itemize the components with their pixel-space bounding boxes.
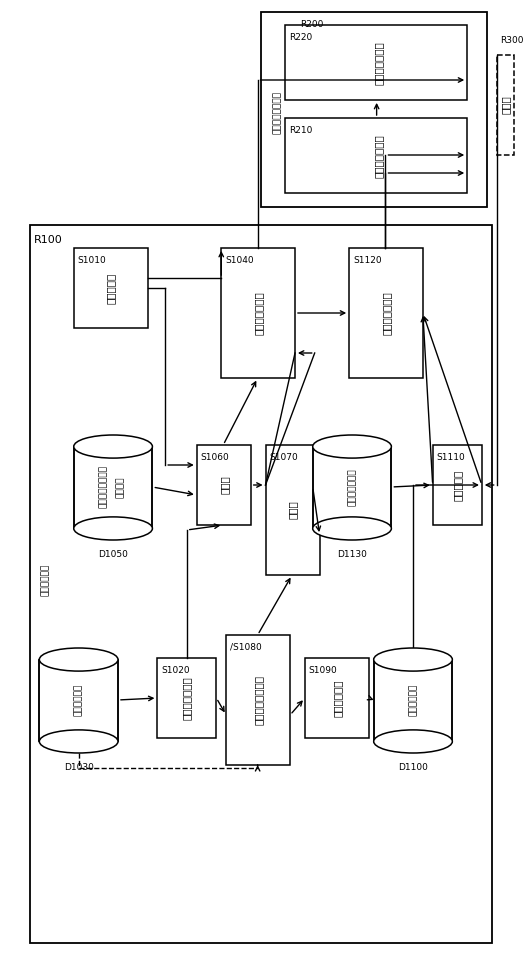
Text: 校正結果記憶部: 校正結果記憶部: [347, 468, 356, 505]
Ellipse shape: [74, 517, 153, 540]
Text: データ記憶部: データ記憶部: [74, 684, 83, 716]
Bar: [226, 635, 290, 765]
Text: R220: R220: [289, 33, 313, 42]
Text: ロボット制御部: ロボット制御部: [374, 135, 384, 178]
Text: ロボットアーム: ロボットアーム: [374, 41, 384, 85]
Bar: [349, 248, 423, 378]
Text: 取得部: 取得部: [219, 476, 229, 494]
Bar: [266, 445, 319, 575]
Text: 姿勢設定部: 姿勢設定部: [106, 272, 116, 304]
Text: 撮像部: 撮像部: [501, 96, 511, 114]
Text: R100: R100: [33, 235, 62, 245]
Bar: [285, 118, 467, 193]
Text: D1030: D1030: [64, 763, 93, 772]
Ellipse shape: [313, 435, 391, 458]
Ellipse shape: [313, 517, 391, 540]
Text: 認識器記憶部: 認識器記憶部: [409, 684, 418, 716]
Text: R200: R200: [300, 20, 323, 29]
Ellipse shape: [313, 435, 391, 458]
Text: 学習データ生成部: 学習データ生成部: [253, 675, 263, 725]
Text: D1050: D1050: [98, 550, 128, 559]
Bar: [74, 447, 153, 529]
Text: ロボットシステム: ロボットシステム: [273, 90, 282, 134]
Bar: [432, 445, 482, 525]
Bar: [30, 225, 492, 943]
Bar: [374, 659, 452, 742]
Bar: [74, 248, 147, 328]
Bar: [497, 55, 514, 155]
Text: S1060: S1060: [201, 453, 229, 462]
Text: ロボット: ロボット: [116, 477, 125, 498]
Text: R210: R210: [289, 126, 313, 135]
Text: S1070: S1070: [269, 453, 298, 462]
Text: 設定部: 設定部: [288, 501, 298, 519]
Text: 作業状態設定部: 作業状態設定部: [182, 677, 192, 720]
Text: D1130: D1130: [337, 550, 367, 559]
Text: D1100: D1100: [398, 763, 428, 772]
Text: /S1080: /S1080: [230, 643, 262, 652]
Text: R300: R300: [501, 36, 524, 45]
Ellipse shape: [74, 435, 153, 458]
Bar: [261, 12, 487, 207]
Text: S1040: S1040: [225, 256, 254, 265]
Text: S1110: S1110: [437, 453, 465, 462]
Ellipse shape: [374, 648, 452, 671]
Ellipse shape: [374, 648, 452, 671]
Bar: [305, 658, 369, 738]
Bar: [157, 658, 216, 738]
Text: S1020: S1020: [161, 666, 190, 675]
Text: S1010: S1010: [78, 256, 107, 265]
Bar: [39, 659, 118, 742]
Ellipse shape: [39, 648, 118, 671]
Text: S1120: S1120: [353, 256, 382, 265]
Text: S1090: S1090: [309, 666, 337, 675]
Text: 情報処理装置: 情報処理装置: [41, 564, 50, 596]
Bar: [285, 25, 467, 100]
Bar: [196, 445, 251, 525]
Bar: [313, 447, 391, 529]
Ellipse shape: [39, 730, 118, 753]
Bar: [221, 248, 295, 378]
Text: 認識器生成部: 認識器生成部: [332, 679, 342, 717]
Text: 作業命令生成部: 作業命令生成部: [381, 291, 391, 334]
Text: 認識処理部: 認識処理部: [452, 469, 463, 501]
Ellipse shape: [39, 648, 118, 671]
Ellipse shape: [74, 435, 153, 458]
Text: 仮想位置設定部: 仮想位置設定部: [253, 291, 263, 334]
Text: パラメータ記憶部: パラメータ記憶部: [99, 465, 108, 508]
Ellipse shape: [374, 730, 452, 753]
